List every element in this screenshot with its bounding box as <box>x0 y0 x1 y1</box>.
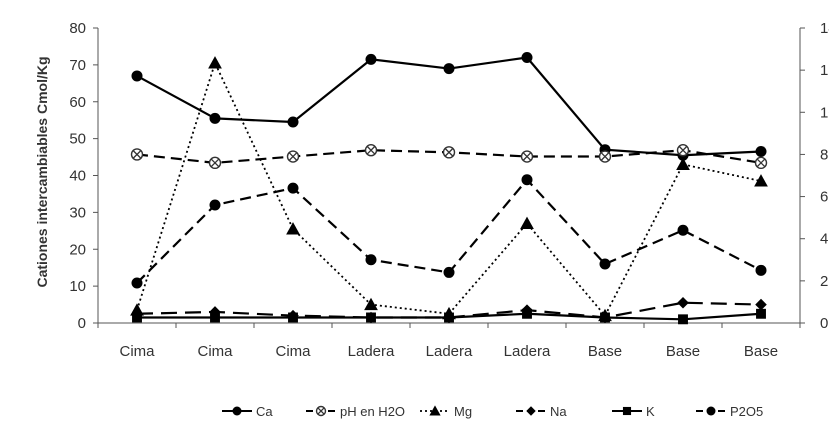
y-tick-label: 70 <box>69 57 86 74</box>
series-ca <box>131 52 767 161</box>
legend-marker <box>622 406 632 416</box>
legend-marker <box>526 406 536 416</box>
data-point <box>522 308 532 319</box>
data-point <box>754 156 768 170</box>
series-p2o5 <box>131 174 767 289</box>
data-point <box>756 308 766 319</box>
data-point <box>520 150 534 163</box>
data-point <box>598 308 612 322</box>
data-point <box>208 56 222 69</box>
x-tick-label: Cima <box>275 343 311 360</box>
data-point <box>209 306 221 318</box>
legend-label: K <box>646 404 655 419</box>
data-point <box>676 157 690 170</box>
y2-tick-label: 12 <box>820 62 829 79</box>
data-point <box>755 298 767 311</box>
data-point <box>286 150 300 163</box>
x-tick-label: Ladera <box>348 343 395 360</box>
data-point <box>442 306 456 320</box>
data-point <box>755 264 767 276</box>
data-point <box>754 174 768 187</box>
data-point <box>210 312 220 323</box>
legend-item-ph-en-h2o: pH en H2O <box>306 404 405 419</box>
y2-tick-label: 14 <box>820 20 829 37</box>
y-axis-label: Cationes intercambiables Cmol/Kg <box>34 56 50 287</box>
y2-tick-label: 4 <box>820 231 828 248</box>
data-point <box>677 296 689 309</box>
y-tick-label: 40 <box>69 168 86 185</box>
data-point <box>366 312 376 323</box>
x-tick-label: Base <box>588 343 622 360</box>
y-tick-label: 60 <box>69 94 86 111</box>
chart-series <box>130 52 768 325</box>
data-point <box>209 199 221 211</box>
y-tick-label: 20 <box>69 241 86 258</box>
y2-tick-label: 10 <box>820 104 829 121</box>
data-point <box>443 63 455 75</box>
legend-label: Na <box>550 404 567 419</box>
legend-item-ca: Ca <box>222 404 273 419</box>
data-point <box>599 258 611 270</box>
legend-marker <box>232 406 242 416</box>
data-point <box>365 53 377 65</box>
data-point <box>364 144 378 157</box>
data-point <box>131 70 143 82</box>
x-tick-label: Ladera <box>504 343 551 360</box>
x-tick-label: Base <box>666 343 700 360</box>
y-tick-label: 80 <box>69 20 86 37</box>
y-tick-label: 10 <box>69 278 86 295</box>
data-point <box>131 277 143 289</box>
x-tick-label: Base <box>744 343 778 360</box>
data-point <box>130 148 144 161</box>
data-point <box>443 266 455 278</box>
data-point <box>677 224 689 236</box>
y2-tick-label: 0 <box>820 315 828 332</box>
data-point <box>365 254 377 266</box>
data-point <box>286 222 300 235</box>
legend-item-na: Na <box>516 404 567 419</box>
y-tick-label: 30 <box>69 204 86 221</box>
legend-marker <box>429 405 441 416</box>
y2-tick-label: 8 <box>820 146 828 163</box>
x-tick-label: Cima <box>119 343 155 360</box>
y-tick-label: 50 <box>69 131 86 148</box>
legend-marker <box>315 405 327 417</box>
data-point <box>209 112 221 124</box>
data-point <box>208 156 222 170</box>
legend-item-k: K <box>612 404 655 419</box>
data-point <box>755 146 767 158</box>
legend-label: Mg <box>454 404 472 419</box>
y-tick-label: 0 <box>78 315 86 332</box>
data-point <box>678 314 688 325</box>
data-point <box>132 312 142 323</box>
legend-item-p2o5: P2O5 <box>696 404 763 419</box>
chart-legend: Ca pH en H2O Mg Na K P2O5 <box>222 404 763 419</box>
data-point <box>442 146 456 159</box>
legend-label: P2O5 <box>730 404 763 419</box>
x-tick-label: Ladera <box>426 343 473 360</box>
data-point <box>287 116 299 128</box>
y2-tick-label: 6 <box>820 189 828 206</box>
y2-tick-label: 2 <box>820 273 828 290</box>
data-point <box>364 297 378 311</box>
data-point <box>288 312 298 323</box>
data-point <box>598 150 612 163</box>
legend-item-mg: Mg <box>420 404 472 419</box>
legend-label: Ca <box>256 404 273 419</box>
data-point <box>130 303 144 316</box>
series-line <box>136 62 762 317</box>
data-point <box>287 182 299 194</box>
legend-label: pH en H2O <box>340 404 405 419</box>
chart-axes: 0 10 20 30 40 50 60 70 80 0 2 4 6 8 10 12 14 Cima Cima Cima… <box>69 20 829 360</box>
x-tick-label: Cima <box>197 343 233 360</box>
data-point <box>676 144 690 157</box>
data-point <box>521 52 533 63</box>
series-mg <box>130 56 768 322</box>
data-point <box>521 174 533 186</box>
data-point <box>520 216 534 229</box>
legend-marker <box>706 406 716 416</box>
series-ph-en-h2o <box>130 144 768 170</box>
